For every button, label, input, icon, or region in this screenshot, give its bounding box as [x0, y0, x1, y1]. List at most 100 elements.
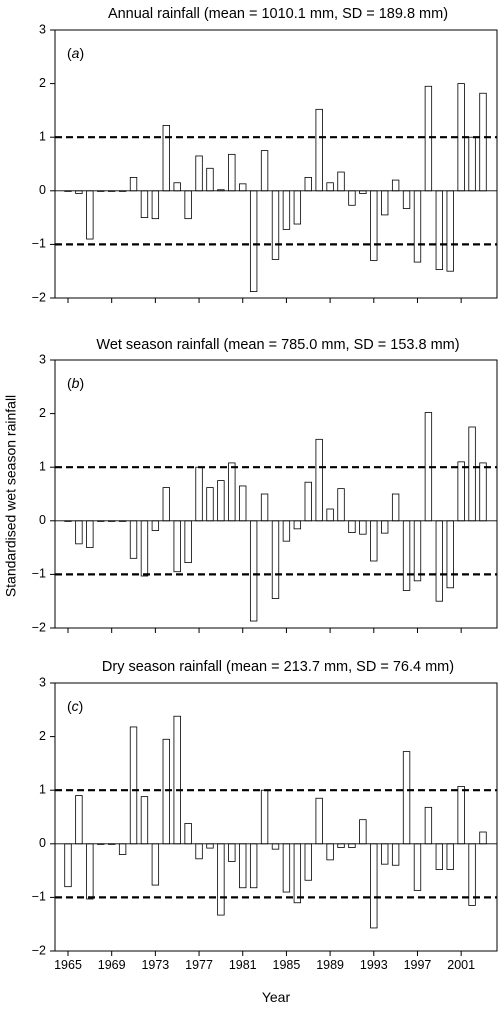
bar-1966: [75, 190, 83, 194]
bar-2000: [446, 520, 454, 589]
bar-1987: [304, 176, 312, 192]
bar-1987: [304, 481, 312, 522]
y-tick-label: −2: [32, 620, 46, 634]
bar-1979: [217, 480, 225, 522]
bar-1998: [424, 85, 433, 192]
bar-1987: [304, 843, 312, 881]
bar-1965: [64, 843, 72, 888]
plot-frame: [54, 29, 498, 299]
bar-2002: [468, 136, 476, 192]
bar-1967: [86, 520, 94, 548]
bar-1977: [195, 466, 203, 522]
panel-b: Wet season rainfall (mean = 785.0 mm, SD…: [32, 337, 498, 634]
panel-title: Annual rainfall (mean = 1010.1 mm, SD = …: [108, 6, 448, 22]
bar-1984: [271, 190, 280, 260]
x-tick-label: 1997: [404, 958, 432, 972]
bar-1982: [249, 190, 258, 292]
bar-1980: [228, 153, 236, 192]
bar-1985: [282, 520, 291, 542]
bar-2001: [457, 461, 465, 522]
bar-1972: [140, 796, 149, 845]
y-tick-label: −1: [32, 890, 46, 904]
bar-2001: [457, 786, 465, 845]
bar-1984: [271, 843, 280, 850]
bar-1985: [282, 190, 291, 230]
bar-2000: [446, 190, 454, 272]
bar-1980: [228, 462, 236, 522]
bar-1991: [348, 190, 356, 206]
bar-1974: [162, 125, 170, 192]
bar-1999: [435, 843, 443, 870]
bar-1995: [391, 843, 400, 866]
bar-2002: [468, 843, 476, 906]
bar-1976: [184, 823, 192, 845]
y-tick-label: 2: [39, 406, 46, 420]
y-tick-label: 3: [39, 675, 46, 689]
bar-1983: [260, 789, 269, 845]
bar-1983: [260, 150, 269, 192]
x-axis-title: Year: [262, 989, 291, 1005]
bar-1971: [129, 176, 138, 192]
y-axis-title: Standardised wet season rainfall: [3, 395, 19, 597]
bar-1973: [151, 190, 160, 220]
bar-1970: [118, 843, 127, 855]
bar-2003: [479, 831, 487, 845]
y-tick-label: −1: [32, 237, 46, 251]
bar-1994: [381, 843, 389, 865]
bar-1993: [370, 190, 378, 261]
y-tick-label: −2: [32, 943, 46, 957]
y-tick-label: 2: [39, 76, 46, 90]
bar-1967: [86, 843, 94, 900]
x-tick-label: 1981: [229, 958, 257, 972]
bar-2003: [479, 92, 487, 192]
bar-1997: [413, 520, 422, 582]
bar-1975: [173, 182, 181, 192]
bar-1990: [337, 171, 345, 192]
bar-1997: [413, 190, 422, 263]
x-tick-label: 1977: [185, 958, 213, 972]
bar-1981: [239, 843, 247, 889]
bar-1971: [129, 520, 138, 559]
bar-1989: [326, 508, 334, 522]
x-tick-label: 1993: [360, 958, 388, 972]
bar-1999: [435, 520, 443, 602]
panel-label: (c): [67, 698, 83, 714]
bar-1978: [206, 167, 214, 192]
bar-1983: [260, 493, 269, 522]
bar-2000: [446, 843, 454, 870]
bar-1996: [402, 520, 411, 591]
bar-1977: [195, 155, 203, 192]
bar-1994: [381, 520, 389, 534]
bar-1986: [293, 520, 302, 530]
bar-1975: [173, 520, 181, 573]
bar-1995: [391, 179, 400, 192]
x-tick-label: 1965: [54, 958, 82, 972]
y-tick-label: −1: [32, 567, 46, 581]
x-tick-label: 1989: [316, 958, 344, 972]
panel-a: Annual rainfall (mean = 1010.1 mm, SD = …: [32, 6, 498, 304]
bar-1988: [315, 797, 323, 845]
bar-1997: [413, 843, 422, 891]
bar-1999: [435, 190, 443, 270]
y-tick-label: 1: [39, 129, 46, 143]
bar-1989: [326, 182, 334, 192]
bar-1989: [326, 843, 334, 861]
bar-1981: [239, 485, 247, 522]
panel-label: (b): [67, 375, 84, 391]
bar-1995: [391, 493, 400, 522]
x-tick-label: 1973: [141, 958, 169, 972]
bar-1996: [402, 751, 411, 845]
bar-1988: [315, 108, 323, 192]
bar-1986: [293, 843, 302, 904]
y-tick-label: 0: [39, 836, 46, 850]
y-tick-label: 2: [39, 729, 46, 743]
bar-1988: [315, 438, 323, 522]
x-tick-label: 2001: [447, 958, 475, 972]
bar-1992: [359, 819, 367, 845]
bar-1966: [75, 520, 83, 545]
panel-title: Wet season rainfall (mean = 785.0 mm, SD…: [96, 337, 459, 353]
bar-1975: [173, 715, 181, 845]
panel-title: Dry season rainfall (mean = 213.7 mm, SD…: [102, 659, 454, 675]
bar-1973: [151, 520, 160, 531]
